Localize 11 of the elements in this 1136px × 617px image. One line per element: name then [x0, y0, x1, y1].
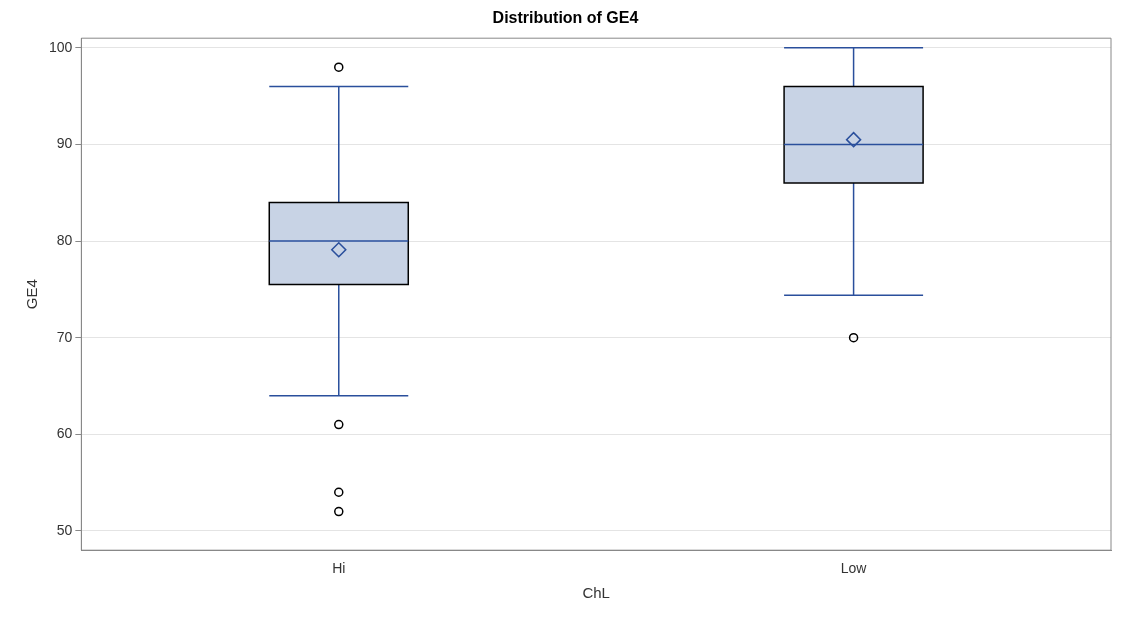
- y-tick-label: 100: [49, 38, 73, 55]
- y-tick-label: 60: [56, 425, 73, 442]
- y-tick-label: 90: [56, 135, 73, 152]
- y-axis-title: GE4: [23, 279, 41, 310]
- x-tick-label: Low: [840, 560, 868, 577]
- y-tick-label: 70: [56, 328, 73, 345]
- y-tick-label: 50: [56, 521, 73, 538]
- y-tick-label: 80: [56, 231, 73, 248]
- x-axis-title: ChL: [582, 584, 610, 602]
- x-tick-label: Hi: [332, 560, 346, 577]
- chart-title: Distribution of GE4: [492, 9, 639, 27]
